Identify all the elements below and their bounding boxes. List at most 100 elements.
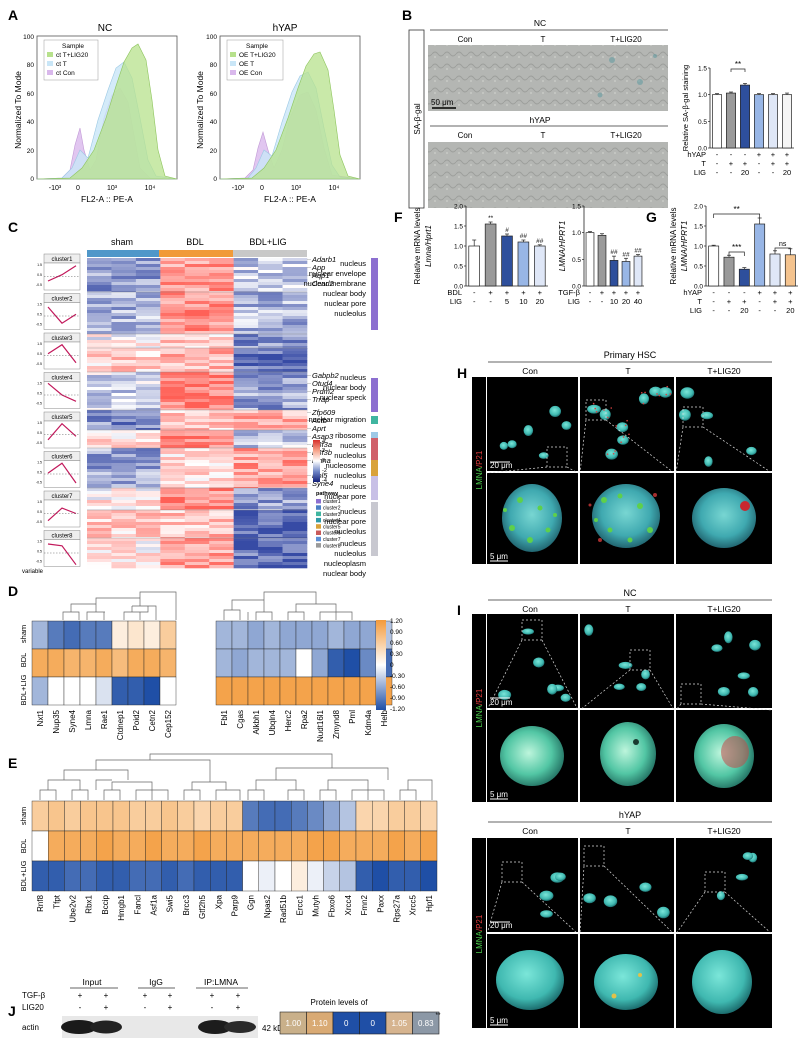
heatmap-cell — [233, 559, 259, 563]
trend-tick: 1.5 — [37, 421, 42, 425]
heatmap-cell — [87, 285, 112, 289]
heatmap-cell — [209, 270, 234, 274]
heatmap-cell — [87, 304, 112, 308]
condition-value: + — [773, 288, 778, 297]
heatmap-cell — [87, 500, 112, 504]
heatmap-cell — [111, 328, 137, 332]
heatmap-cell — [209, 516, 234, 520]
heatmap-cell — [258, 565, 283, 569]
heatmap-cell — [143, 620, 161, 650]
heatmap-cell — [111, 264, 137, 268]
heatmap-cell — [184, 506, 210, 510]
heatmap-cell — [143, 676, 161, 706]
heatmap-cell — [209, 506, 234, 510]
bar — [784, 254, 796, 287]
heatmap-group-bdl-lig: BDL+LIG — [249, 237, 286, 247]
heatmap-cell — [233, 292, 259, 296]
gene-label: Xrcc4 — [344, 894, 353, 915]
significance-label: ## — [520, 233, 528, 240]
heatmap-cell — [233, 475, 259, 479]
heatmap-cell — [184, 354, 210, 358]
heatmap-cell — [209, 419, 234, 423]
heatmap-cell — [282, 544, 308, 548]
pathway-legend-item: cluster6 — [323, 531, 341, 537]
trend-tick: 0.5 — [37, 471, 42, 475]
heatmap-cell — [258, 510, 283, 514]
heatmap-cell — [135, 550, 161, 554]
cluster-trend-line — [47, 462, 77, 484]
heatmap-cell — [258, 310, 283, 314]
h-title: Primary HSC — [604, 350, 657, 360]
scale-tick: 2 — [322, 448, 325, 454]
heatmap-cell — [372, 830, 389, 862]
heatmap-cell — [233, 503, 259, 507]
heatmap-cell — [258, 475, 283, 479]
heatmap-cell — [233, 538, 259, 542]
xtick: 10⁴ — [145, 185, 156, 192]
heatmap-cell — [209, 525, 234, 529]
panel-e: E sham BDL BDL+LIG Rnf8 Tfpt Ube2v2 Rbx1 Bcc… — [8, 753, 438, 923]
heatmap-cell — [282, 442, 308, 446]
heatmap-cell — [184, 288, 210, 292]
heatmap-cell — [135, 351, 161, 355]
heatmap-cell — [233, 375, 259, 379]
p21-speck — [628, 433, 630, 436]
heatmap-cell — [87, 433, 112, 437]
ytick-label: 0.0 — [454, 284, 463, 291]
cluster-trend-line — [47, 543, 77, 566]
heatmap-cell — [111, 519, 137, 523]
heatmap-cell — [209, 466, 234, 470]
condition-value: - — [772, 168, 775, 177]
cluster-trend-line — [47, 306, 77, 324]
col-label: T+LIG20 — [610, 131, 642, 140]
panel-letter-f: F — [394, 209, 403, 225]
heatmap-cell — [209, 565, 234, 569]
gene-label: Parp9 — [231, 894, 240, 916]
nucleus — [540, 910, 553, 918]
nucleus — [680, 387, 695, 399]
i-group-nc: NC — [624, 588, 637, 598]
significance-bracket — [774, 247, 791, 252]
heatmap-cell — [279, 620, 297, 650]
heatmap-cell — [87, 503, 112, 507]
heatmap-cell — [135, 363, 161, 367]
h-side-label: LMNA/P21 — [475, 450, 484, 489]
heatmap-cell — [160, 354, 186, 358]
heatmap-cell — [87, 363, 112, 367]
heatmap-cell — [80, 830, 97, 862]
legend-swatch — [230, 70, 236, 75]
heatmap-cell — [258, 457, 283, 461]
condition-value: 5 — [505, 297, 509, 306]
condition-value: 20 — [786, 306, 794, 315]
heatmap-cell — [64, 860, 81, 892]
heatmap-cell — [111, 369, 137, 373]
heatmap-cell — [184, 510, 210, 514]
condition-value: - — [728, 306, 731, 315]
pathway-legend-item: cluster4 — [323, 518, 341, 524]
heatmap-cell — [209, 413, 234, 417]
dendrogram-d-left — [62, 591, 177, 620]
heatmap-cell — [258, 416, 283, 420]
heatmap-cell — [282, 261, 308, 265]
heatmap-cell — [282, 556, 308, 560]
heatmap-cell — [209, 354, 234, 358]
p21-speck — [606, 453, 609, 455]
go-term: ribosome — [335, 431, 366, 440]
trend-tick: -0.5 — [36, 323, 42, 327]
heatmap-cell — [282, 408, 308, 412]
col-label: T+LIG20 — [707, 604, 741, 614]
i-hyap-zoom-guides — [486, 845, 773, 935]
nucleus — [737, 672, 750, 680]
heatmap-cell — [87, 264, 112, 268]
heatmap-cell — [87, 448, 112, 452]
legend-tick: 0.60 — [390, 640, 403, 647]
cluster-name: cluster4 — [51, 376, 73, 382]
heatmap-cell — [184, 331, 210, 335]
heatmap-cell — [184, 384, 210, 388]
heatmap-cell — [160, 559, 186, 563]
heatmap-cell — [135, 522, 161, 526]
heatmap-cell — [291, 800, 308, 832]
heatmap-cell — [160, 528, 186, 532]
heatmap-cell — [258, 419, 283, 423]
heatmap-cell — [184, 393, 210, 397]
